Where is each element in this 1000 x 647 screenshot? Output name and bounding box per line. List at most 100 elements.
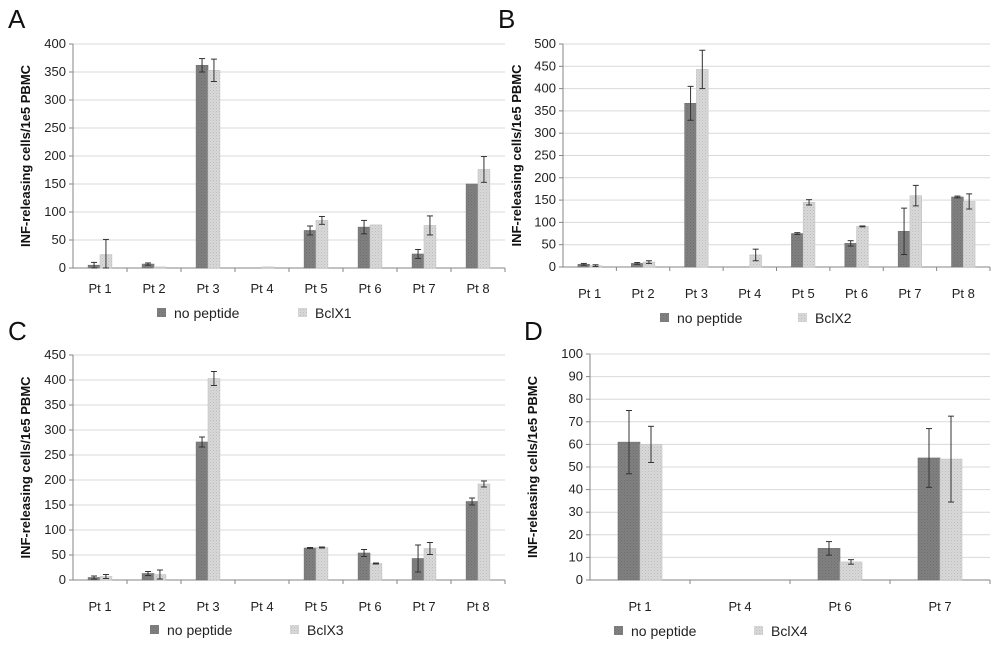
legend-swatch-bclx1 [298, 308, 307, 317]
legend-label: no peptide [167, 622, 233, 638]
category-label: Pt 6 [828, 599, 851, 614]
chart-panel-D: D 0 10 20 30 40 50 60 70 80 90 100 INF-releasing ce… [524, 316, 990, 639]
category-label: Pt 6 [845, 286, 868, 301]
y-tick-label: 90 [569, 369, 583, 384]
bar-bclx3-pt3 [208, 379, 220, 581]
category-label: Pt 3 [196, 599, 219, 614]
legend: no peptide BclX1 [157, 305, 352, 321]
y-tick-label: 50 [569, 459, 583, 474]
y-tick-label: 150 [534, 192, 556, 207]
bar-bclx1-pt8 [478, 169, 490, 268]
category-label: Pt 4 [250, 281, 273, 296]
category-label: Pt 2 [142, 599, 165, 614]
category-label: Pt 8 [466, 281, 489, 296]
bar-no-peptide-pt5 [304, 230, 316, 268]
y-tick-label: 400 [534, 81, 556, 96]
bar-bclx2-pt6 [857, 226, 869, 267]
figure: A050100150200250300350400INF-releasing … [0, 0, 1000, 647]
legend-label: no peptide [631, 623, 697, 639]
y-tick-label: 20 [569, 527, 583, 542]
y-tick-label: 300 [534, 125, 556, 140]
bar-bclx1-pt5 [316, 220, 328, 268]
y-tick-label: 50 [52, 547, 66, 562]
bar-bclx1-pt3 [208, 70, 220, 268]
legend-label: BclX1 [315, 305, 352, 321]
legend-label: no peptide [174, 305, 240, 321]
y-tick-label: 100 [534, 214, 556, 229]
legend: no peptide BclX2 [660, 310, 852, 326]
legend-swatch-no-peptide [157, 308, 166, 317]
y-tick-label: 10 [569, 549, 583, 564]
category-label: Pt 7 [412, 599, 435, 614]
y-tick-label: 60 [569, 436, 583, 451]
bar-no-peptide-pt5 [791, 234, 803, 267]
bar-bclx1-pt6 [370, 225, 382, 268]
y-tick-label: 150 [44, 176, 66, 191]
category-label: Pt 5 [792, 286, 815, 301]
category-label: Pt 6 [358, 599, 381, 614]
y-tick-label: 300 [44, 422, 66, 437]
y-axis-label: INF-releasing cells/1e5 PBMC [18, 376, 33, 559]
bar-bclx2-pt8 [963, 201, 975, 267]
legend-swatch-no-peptide [614, 626, 623, 635]
bar-no-peptide-pt3 [196, 442, 208, 580]
y-tick-label: 400 [44, 372, 66, 387]
y-tick-label: 350 [44, 64, 66, 79]
y-tick-label: 50 [542, 237, 556, 252]
y-tick-label: 0 [549, 259, 556, 274]
y-tick-label: 450 [44, 347, 66, 362]
category-label: Pt 5 [304, 281, 327, 296]
category-label: Pt 4 [250, 599, 273, 614]
bar-bclx3-pt6 [370, 564, 382, 581]
y-axis-label: INF-releasing cells/1e5 PBMC [525, 375, 540, 558]
legend-swatch-no-peptide [660, 313, 669, 322]
y-tick-label: 250 [534, 148, 556, 163]
y-tick-label: 200 [534, 170, 556, 185]
y-tick-label: 250 [44, 120, 66, 135]
chart-panel-C: C050100150200250300350400450INF-releasi… [8, 316, 505, 638]
y-tick-label: 200 [44, 472, 66, 487]
y-tick-label: 100 [561, 346, 583, 361]
legend-label: no peptide [677, 310, 743, 326]
category-label: Pt 4 [728, 599, 751, 614]
y-tick-label: 0 [59, 260, 66, 275]
category-label: Pt 5 [304, 599, 327, 614]
legend-swatch-bclx4 [754, 626, 763, 635]
category-label: Pt 1 [628, 599, 651, 614]
y-tick-label: 200 [44, 148, 66, 163]
bar-no-peptide-pt3 [685, 103, 697, 267]
y-tick-label: 350 [44, 397, 66, 412]
category-label: Pt 8 [466, 599, 489, 614]
category-label: Pt 1 [88, 599, 111, 614]
y-tick-label: 30 [569, 504, 583, 519]
y-tick-label: 350 [534, 103, 556, 118]
bar-no-peptide-pt8 [466, 502, 478, 581]
bar-no-peptide-pt8 [466, 184, 478, 268]
category-label: Pt 1 [88, 281, 111, 296]
y-tick-label: 400 [44, 36, 66, 51]
legend-swatch-bclx3 [290, 625, 299, 634]
category-label: Pt 3 [196, 281, 219, 296]
y-tick-label: 40 [569, 482, 583, 497]
bar-bclx3-pt8 [478, 484, 490, 580]
panel-letter: D [524, 316, 543, 346]
bar-no-peptide-pt3 [196, 65, 208, 268]
y-axis-label: INF-releasing cells/1e5 PBMC [509, 64, 524, 247]
category-label: Pt 4 [738, 286, 761, 301]
legend-label: BclX2 [815, 310, 852, 326]
category-label: Pt 7 [898, 286, 921, 301]
bar-bclx2-pt5 [803, 202, 815, 267]
category-label: Pt 1 [578, 286, 601, 301]
y-tick-label: 0 [59, 572, 66, 587]
panel-letter: C [8, 316, 27, 346]
legend-label: BclX4 [771, 623, 808, 639]
bar-bclx1-pt4 [262, 267, 274, 268]
y-tick-label: 70 [569, 414, 583, 429]
y-tick-label: 450 [534, 58, 556, 73]
y-tick-label: 50 [52, 232, 66, 247]
bar-bclx2-pt3 [696, 69, 708, 267]
bar-bclx3-pt5 [316, 548, 328, 581]
y-tick-label: 0 [576, 572, 583, 587]
category-label: Pt 7 [928, 599, 951, 614]
y-tick-label: 80 [569, 391, 583, 406]
